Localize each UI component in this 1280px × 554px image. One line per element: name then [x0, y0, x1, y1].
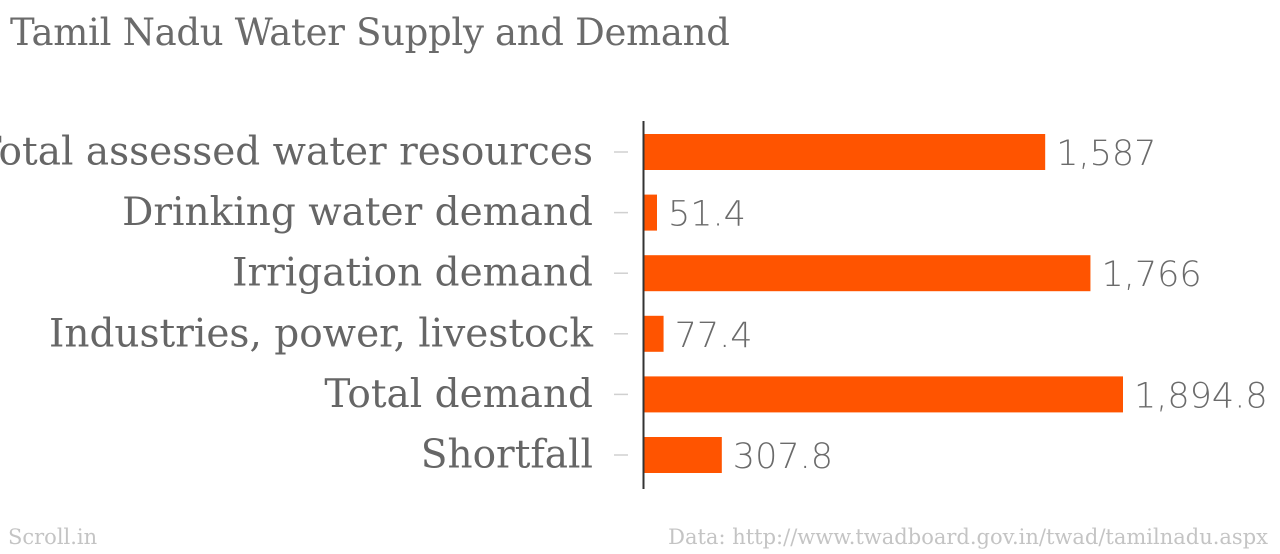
category-label: Total demand: [324, 372, 593, 417]
value-label: 307.8: [733, 437, 833, 477]
bar: [644, 376, 1123, 413]
category-label: Total assessed water resources: [0, 130, 593, 175]
bar: [644, 194, 657, 231]
value-label: 77.4: [675, 316, 753, 356]
source-text: Data: http://www.twadboard.gov.in/twad/t…: [668, 525, 1268, 549]
bar: [644, 437, 722, 473]
value-label: 51.4: [668, 195, 746, 235]
bars-group: [644, 134, 1123, 473]
category-label: Drinking water demand: [122, 190, 593, 235]
chart-title: Tamil Nadu Water Supply and Demand: [10, 11, 730, 54]
category-ticks-group: [614, 151, 628, 456]
bar: [644, 255, 1091, 292]
value-label: 1,766: [1101, 255, 1201, 295]
category-label: Industries, power, livestock: [49, 311, 593, 356]
category-labels-group: Total assessed water resources Drinking w…: [0, 130, 593, 478]
bar: [644, 134, 1046, 170]
value-label: 1,587: [1056, 134, 1156, 174]
value-labels-group: 1,587 51.4 1,766 77.4 1,894.8 307.8: [668, 134, 1268, 477]
category-label: Shortfall: [421, 433, 593, 478]
bar: [644, 315, 664, 352]
value-label: 1,894.8: [1134, 376, 1268, 416]
category-label: Irrigation demand: [232, 251, 593, 296]
credit-text: Scroll.in: [8, 525, 98, 549]
